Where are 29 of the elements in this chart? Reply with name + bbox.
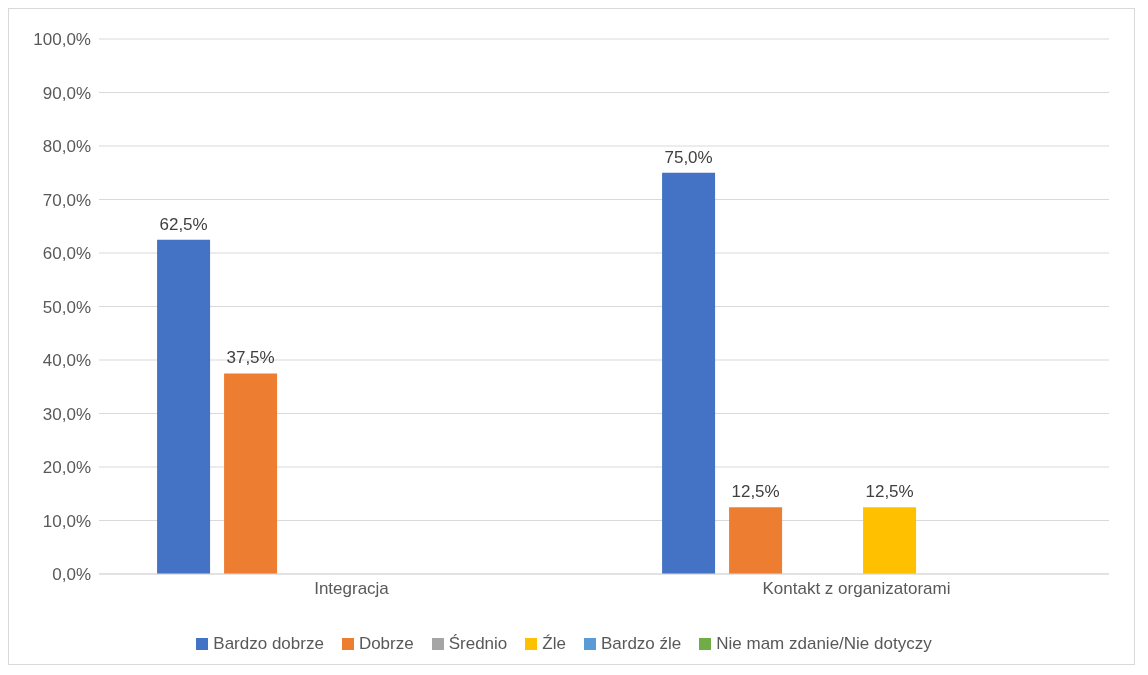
y-tick-label: 20,0% xyxy=(42,458,91,478)
y-tick-label: 40,0% xyxy=(42,351,91,371)
legend-label: Średnio xyxy=(447,634,508,654)
y-tick-label: 80,0% xyxy=(42,137,91,157)
data-label: 12,5% xyxy=(865,482,914,502)
legend-label: Nie mam zdanie/Nie dotyczy xyxy=(715,634,932,654)
x-tick-label: Integracja xyxy=(314,579,390,599)
x-tick-label: Kontakt z organizatorami xyxy=(762,579,951,599)
y-tick-label: 60,0% xyxy=(42,244,91,264)
y-tick-label: 10,0% xyxy=(42,511,91,531)
data-label: 62,5% xyxy=(159,214,208,234)
y-tick-label: 90,0% xyxy=(42,83,91,103)
y-tick-label: 100,0% xyxy=(33,30,91,50)
data-label: 37,5% xyxy=(226,348,275,368)
legend-label: Źle xyxy=(541,634,566,654)
data-label: 75,0% xyxy=(664,147,713,167)
legend-label: Bardzo źle xyxy=(599,634,682,654)
bar xyxy=(662,172,716,574)
bar xyxy=(224,373,278,574)
legend-label: Dobrze xyxy=(357,634,414,654)
bar xyxy=(157,239,211,574)
y-tick-label: 30,0% xyxy=(42,404,91,424)
bar xyxy=(863,507,917,574)
y-tick-label: 70,0% xyxy=(42,190,91,210)
data-label: 12,5% xyxy=(731,482,780,502)
y-tick-label: 0,0% xyxy=(52,565,91,585)
y-tick-label: 50,0% xyxy=(42,297,91,317)
bar xyxy=(729,507,783,574)
legend-label: Bardzo dobrze xyxy=(212,634,324,654)
